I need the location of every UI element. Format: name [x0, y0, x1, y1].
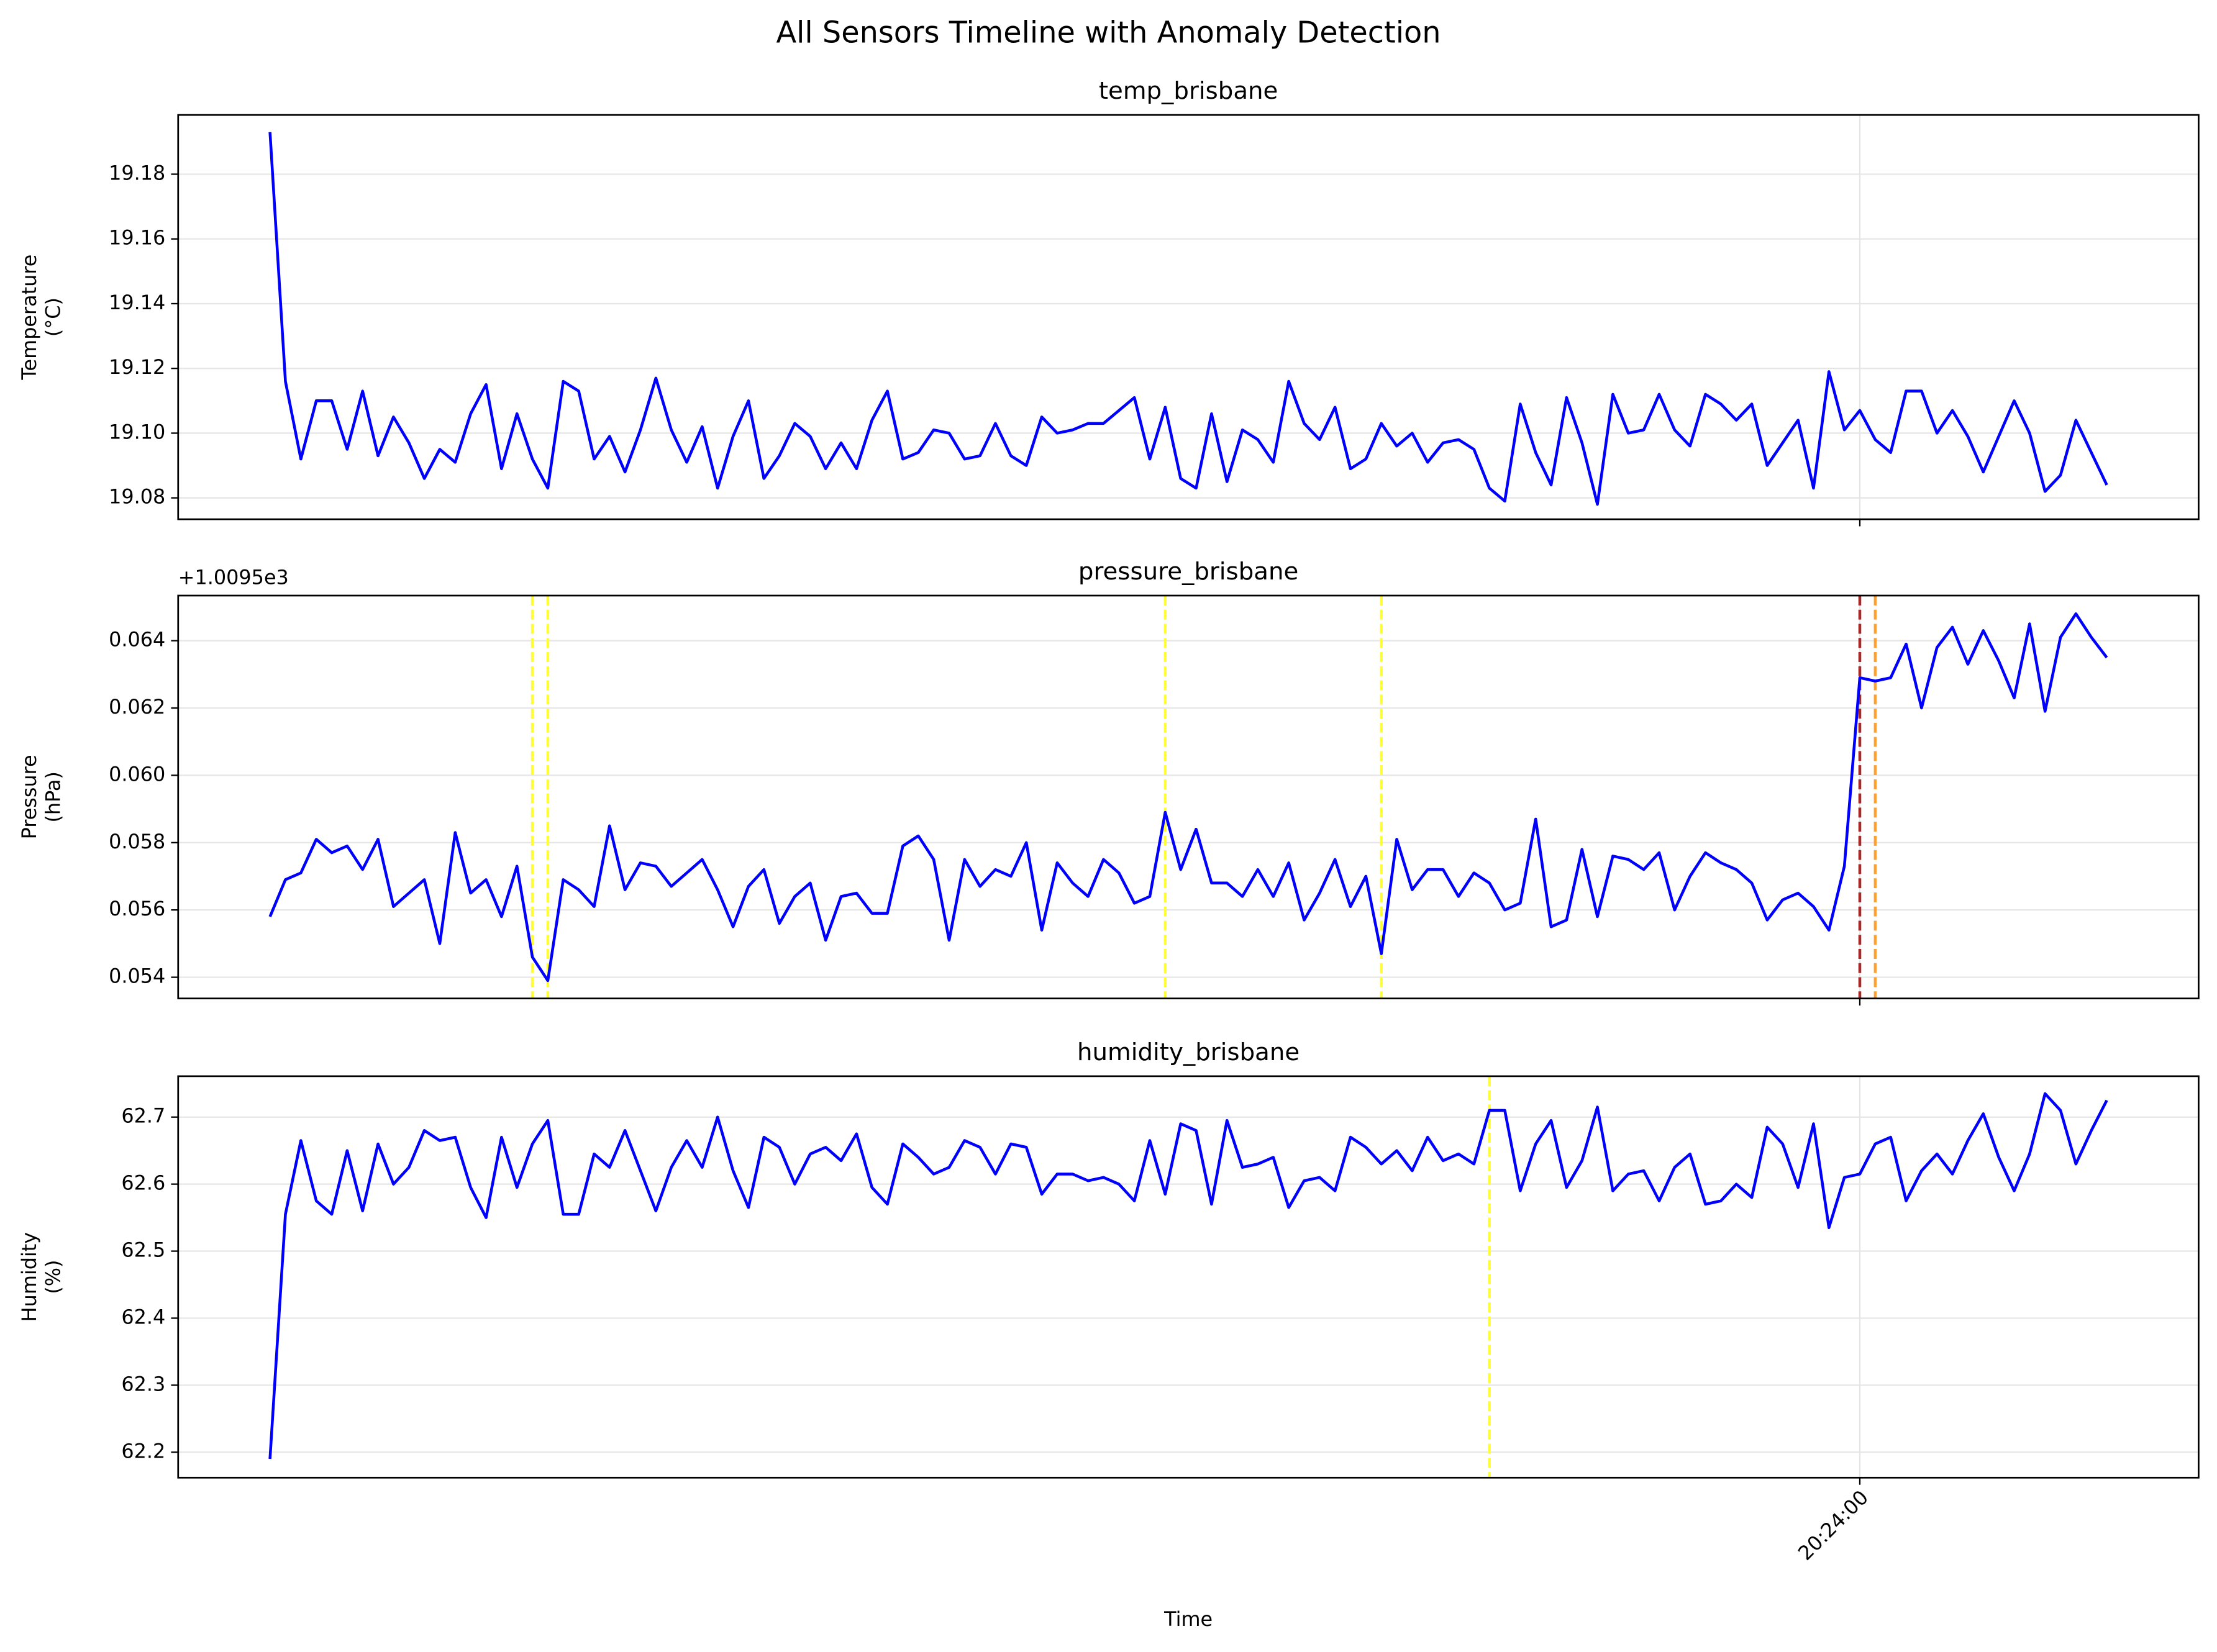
offset-text: +1.0095e3	[178, 566, 289, 589]
y-tick-label: 0.064	[109, 628, 165, 651]
y-tick-label: 62.6	[121, 1171, 165, 1195]
y-tick-label: 62.5	[121, 1238, 165, 1262]
data-line	[268, 612, 2108, 983]
y-axis-label-line: Pressure	[17, 755, 41, 839]
y-tick-label: 0.056	[109, 897, 165, 920]
y-tick-label: 62.2	[121, 1439, 165, 1463]
panel-title: temp_brisbane	[1099, 77, 1278, 105]
y-axis-label-line: (hPa)	[42, 771, 65, 822]
y-tick-label: 0.060	[109, 762, 165, 786]
y-axis-label-line: Temperature	[17, 255, 41, 381]
y-axis-label: Pressure(hPa)	[17, 755, 65, 839]
plot-frame	[177, 1075, 2200, 1479]
x-axis-label: Time	[1163, 1607, 1213, 1631]
y-tick-label: 19.18	[109, 161, 165, 184]
y-axis-label: Humidity(%)	[17, 1232, 65, 1322]
y-tick-label: 0.058	[109, 830, 165, 853]
y-tick-label: 62.4	[121, 1305, 165, 1328]
y-axis-label-line: (°C)	[42, 297, 65, 337]
y-tick-label: 62.3	[121, 1372, 165, 1396]
y-tick-label: 19.16	[109, 226, 165, 250]
data-line	[268, 1092, 2108, 1459]
panel-title: humidity_brisbane	[1077, 1038, 1300, 1066]
y-tick-label: 19.08	[109, 485, 165, 509]
y-axis-label-line: Humidity	[17, 1232, 41, 1322]
y-tick-label: 19.12	[109, 355, 165, 379]
y-tick-label: 19.14	[109, 291, 165, 314]
figure-title: All Sensors Timeline with Anomaly Detect…	[776, 16, 1441, 50]
plot-frame	[177, 114, 2200, 520]
panel-title: pressure_brisbane	[1078, 558, 1298, 586]
plot-frame	[177, 594, 2200, 1000]
y-tick-label: 0.054	[109, 964, 165, 988]
y-tick-label: 0.062	[109, 695, 165, 719]
y-axis-label: Temperature(°C)	[17, 255, 65, 381]
y-tick-label: 19.10	[109, 420, 165, 443]
y-axis-label-line: (%)	[42, 1260, 65, 1294]
y-tick-label: 62.7	[121, 1104, 165, 1128]
x-tick-label: 20:24:00	[1793, 1486, 1873, 1565]
data-line	[268, 132, 2108, 506]
